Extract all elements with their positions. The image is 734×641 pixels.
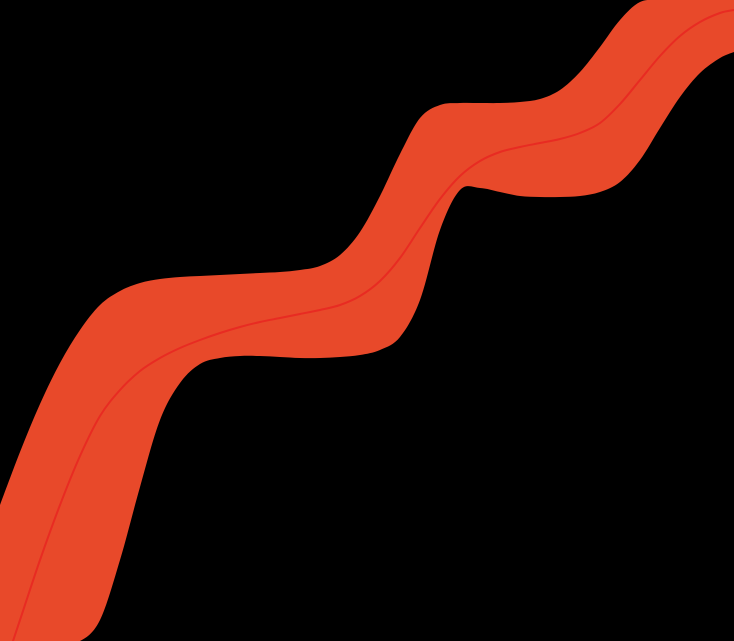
mean-line [11,9,734,641]
mean-line-group [11,9,734,641]
